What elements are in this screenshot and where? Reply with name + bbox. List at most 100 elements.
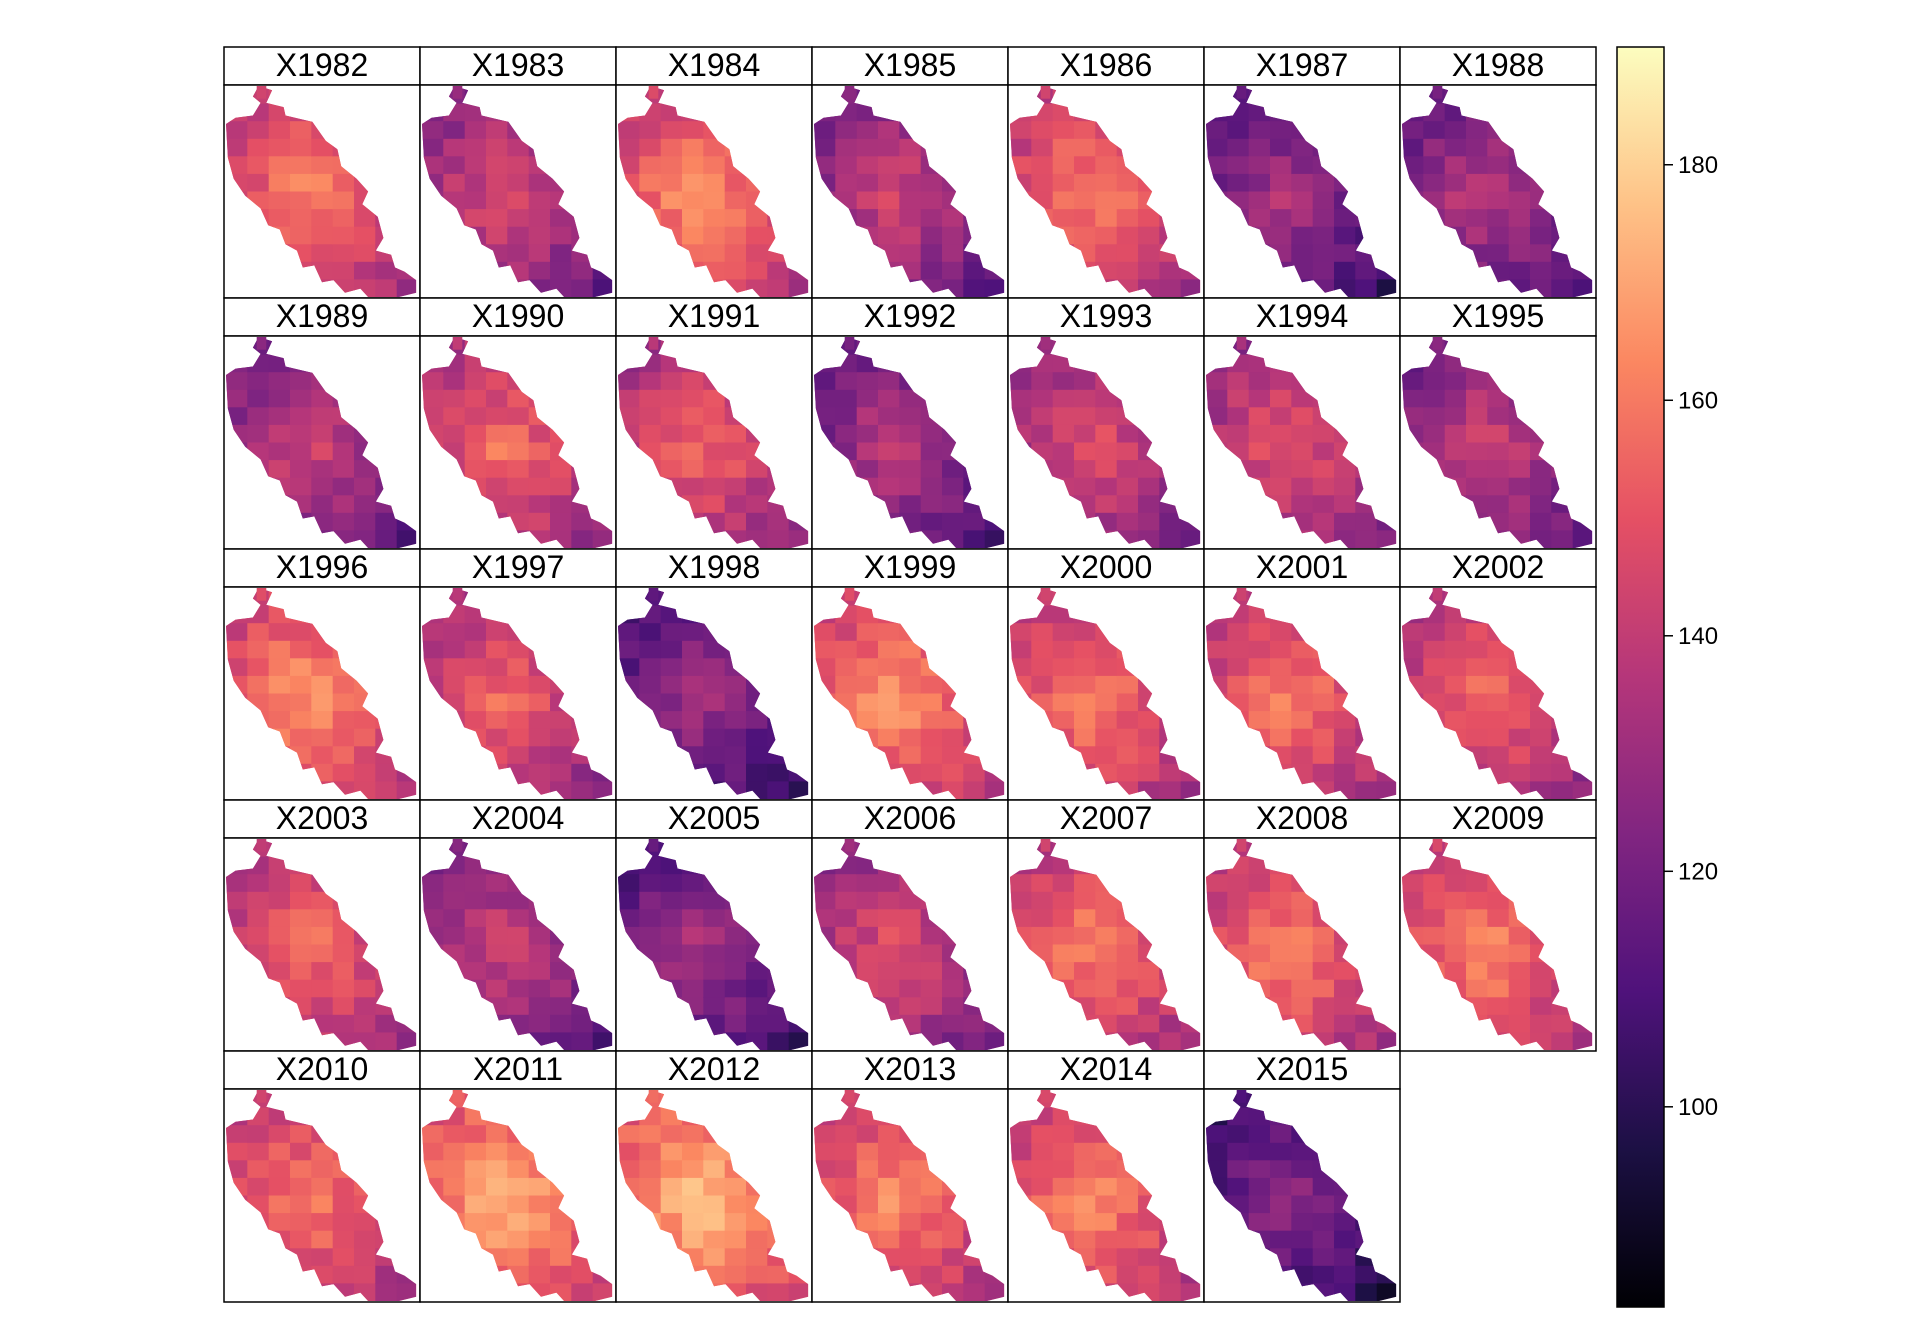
district-cell [1423,909,1446,928]
district-cell [682,442,704,461]
district-cell [1487,926,1510,946]
district-cell [354,746,376,765]
district-cell [920,979,943,998]
district-cell [1116,244,1139,263]
district-cell [1270,138,1292,157]
district-cell [507,675,530,695]
district-cell [354,477,376,496]
panel-title-strip [811,297,1009,337]
district-cell [1227,121,1250,140]
district-cell [1551,1032,1574,1050]
district-cell [660,389,683,408]
district-cell [1508,477,1531,496]
district-cell [660,191,683,210]
district-cell [1291,389,1314,408]
district-cell [1031,424,1054,444]
district-cell [899,1177,922,1197]
district-cell [963,763,986,782]
district-cell [464,658,487,677]
district-cell [1248,891,1271,910]
district-cell [920,226,943,245]
panel-title: X2014 [1060,1051,1153,1087]
district-cell [354,997,376,1016]
map-panel: X1991 [615,297,813,550]
district-cell [856,944,879,963]
district-cell [1227,640,1250,659]
district-cell [814,874,836,893]
district-cell [1334,512,1356,531]
panel-title: X1997 [472,549,565,585]
district-cell [639,675,662,695]
district-cell [311,407,334,426]
district-cell [899,460,922,479]
district-cell [1312,1177,1335,1197]
district-cell [920,1248,943,1267]
district-cell [1334,209,1356,228]
district-cell [311,244,334,263]
district-cell [1095,1213,1118,1232]
district-cell [767,512,790,531]
panel-title: X1984 [668,47,761,83]
district-cell [963,279,986,297]
district-cell [464,389,487,408]
district-cell [1291,944,1314,963]
district-cell [1138,763,1160,782]
district-cell [375,1014,398,1033]
district-cell [1074,372,1096,391]
district-cell [1159,512,1182,531]
district-cell [1052,173,1075,193]
district-cell [550,495,572,514]
district-cell [443,407,466,426]
district-cell [1010,372,1032,391]
district-cell [507,1213,530,1232]
district-cell [464,926,487,946]
district-cell [332,226,355,245]
district-cell [1487,675,1510,695]
district-cell [639,389,662,408]
district-cell [682,658,704,677]
district-cell [528,944,551,963]
district-cell [1227,1142,1250,1161]
district-cell [528,997,551,1016]
district-cell [899,728,922,747]
district-cell [1138,1014,1160,1033]
district-cell [1312,997,1335,1016]
district-cell [835,424,858,444]
district-cell [1572,279,1593,297]
district-cell [1487,962,1510,981]
district-cell [856,623,879,642]
district-cell [1227,658,1250,677]
map-panel: X2011 [419,1050,617,1303]
district-cell [856,372,879,391]
district-cell [1312,693,1335,712]
district-cell [1291,1248,1314,1267]
district-cell [464,874,487,893]
district-cell [247,1125,270,1144]
district-cell [878,979,900,998]
district-cell [486,209,508,228]
district-cell [1270,209,1292,228]
district-cell [1444,407,1467,426]
district-cell [571,261,594,280]
district-cell [878,226,900,245]
district-cell [1466,640,1488,659]
district-cell [268,121,291,140]
district-cell [486,138,508,157]
district-cell [1487,746,1510,765]
panel-title-strip [615,297,813,337]
district-cell [422,640,444,659]
district-cell [1138,746,1160,765]
district-cell [290,138,312,157]
district-cell [290,891,312,910]
district-cell [1116,1014,1139,1033]
map-panel: X1990 [419,297,617,550]
district-cell [268,693,291,712]
district-cell [1312,226,1335,245]
district-cell [1487,424,1510,444]
district-cell [788,781,809,799]
district-cell [835,926,858,946]
district-cell [1291,909,1314,928]
district-cell [1270,944,1292,963]
district-cell [724,746,747,765]
district-cell [1487,389,1510,408]
